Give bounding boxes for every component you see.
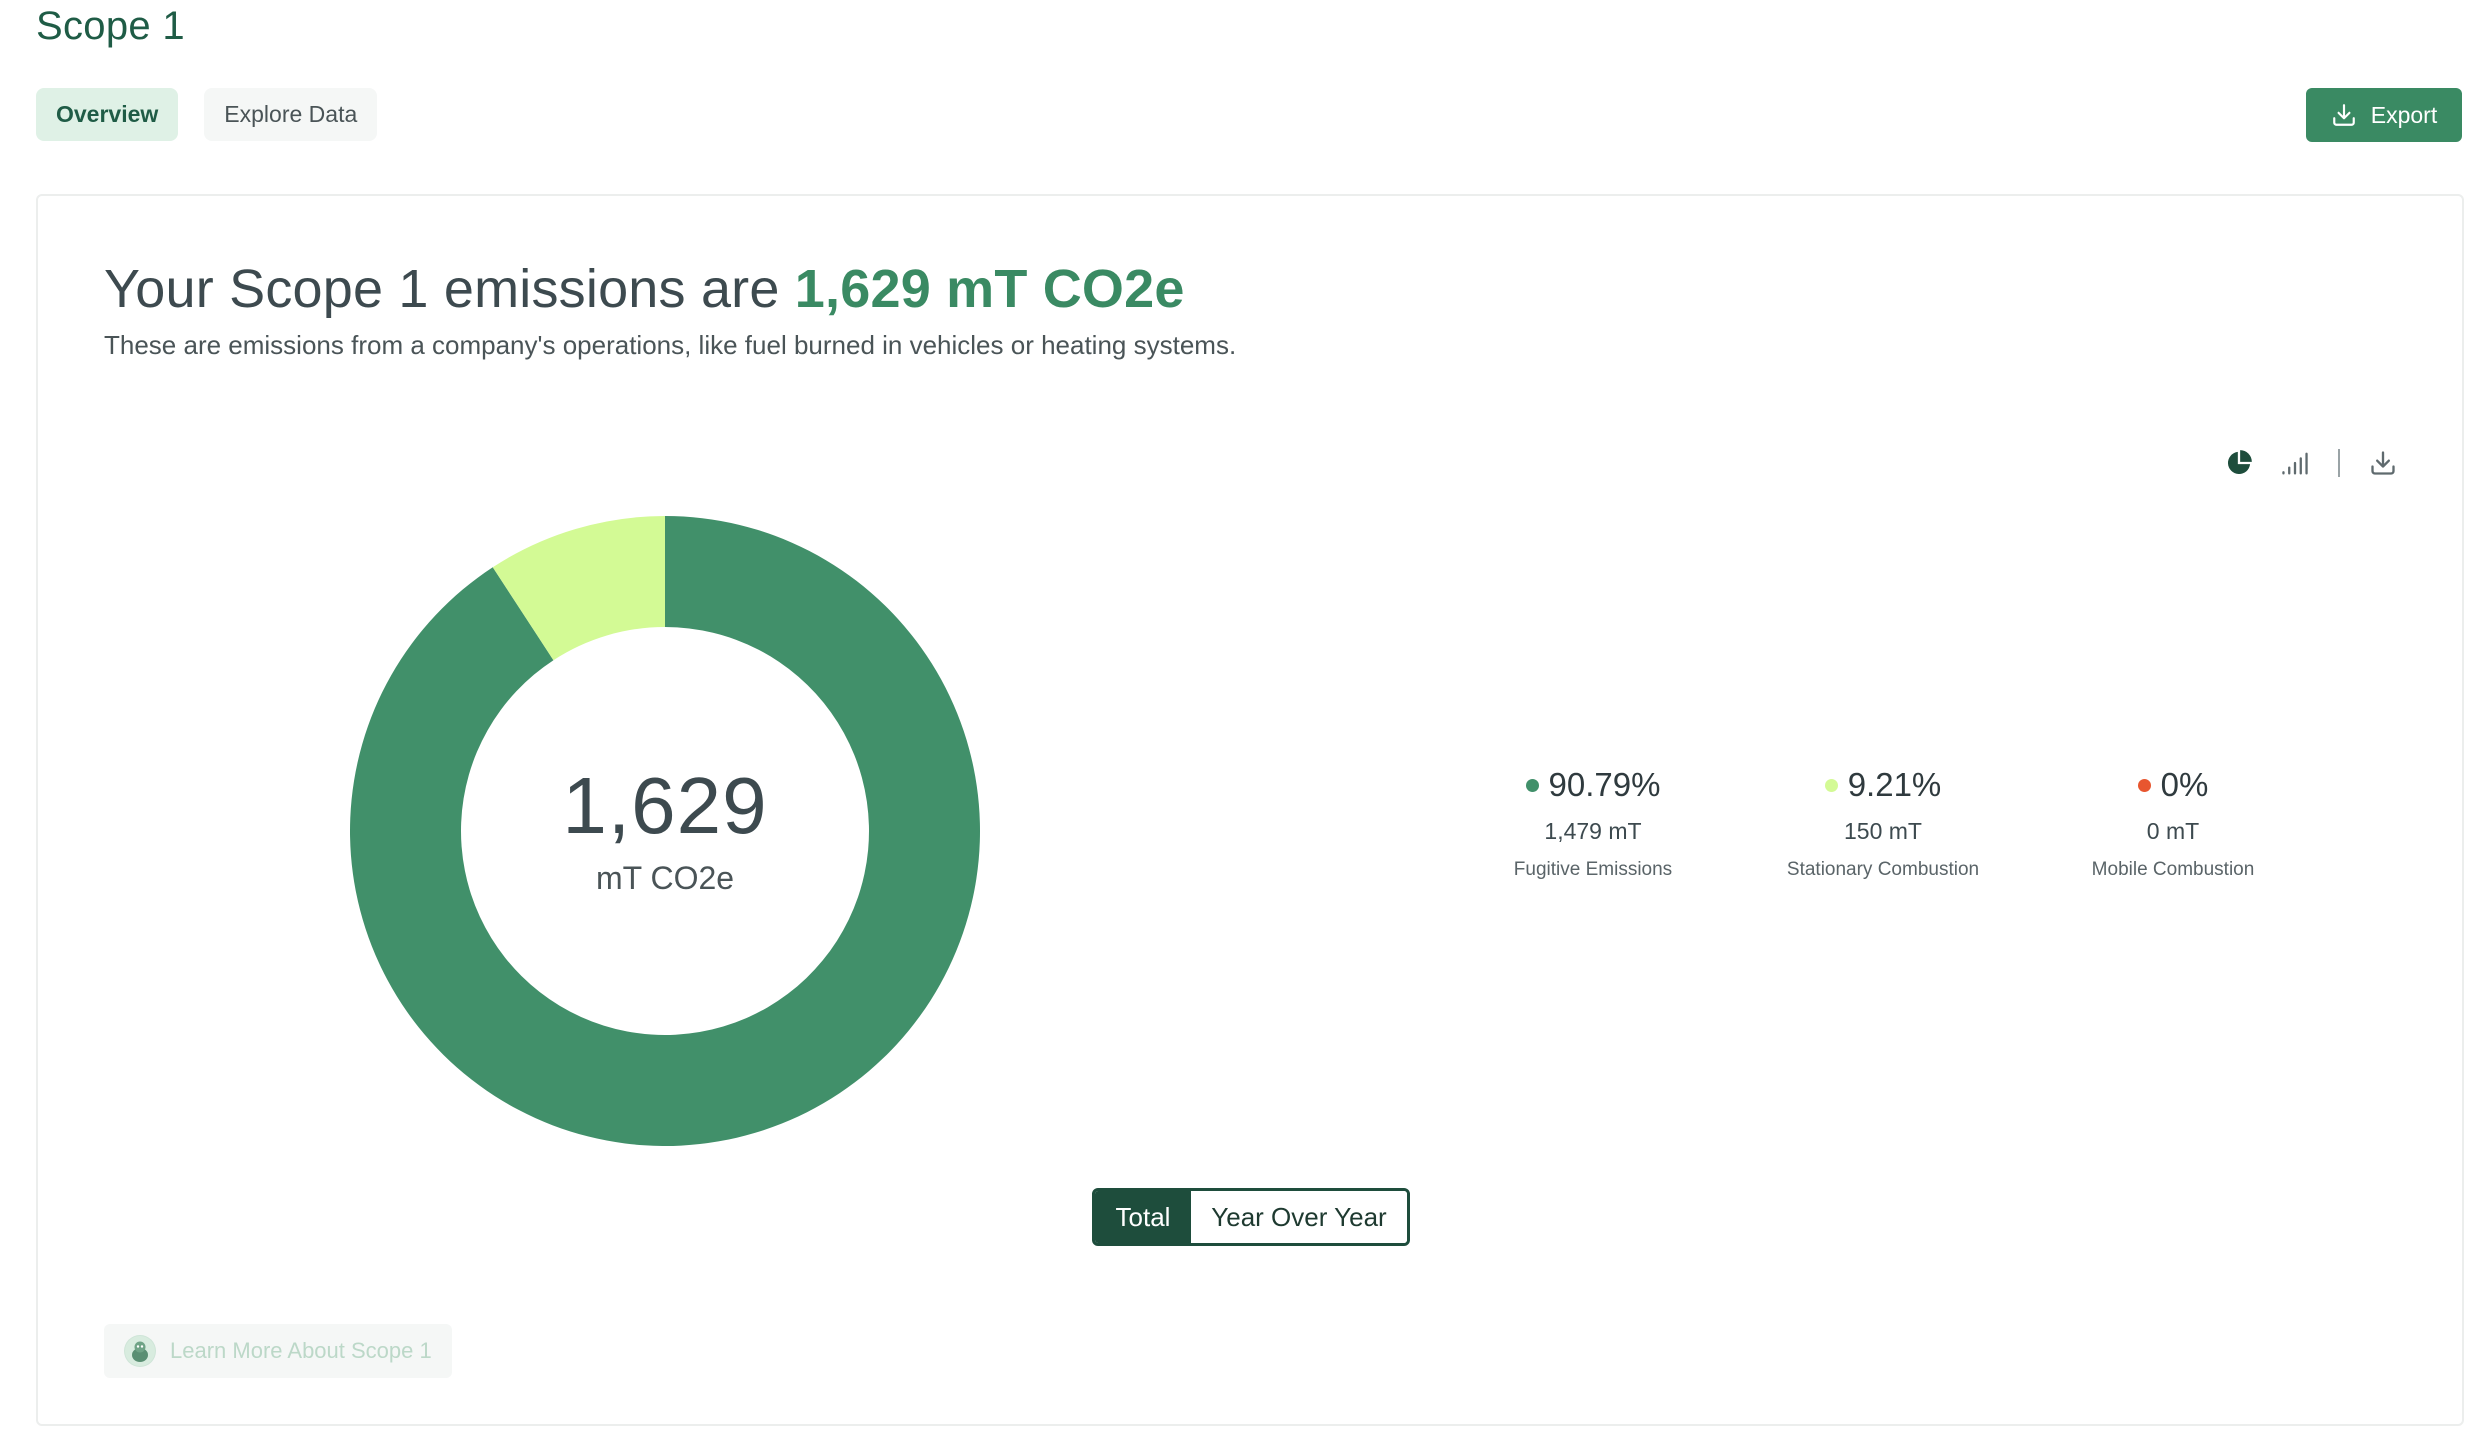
donut-center: 1,629 mT CO2e <box>350 516 980 1146</box>
chart-toolbar <box>2222 446 2400 480</box>
toggle-year-over-year[interactable]: Year Over Year <box>1191 1191 1407 1243</box>
donut-svg <box>349 516 980 1146</box>
learn-more-button[interactable]: Learn More About Scope 1 <box>104 1324 452 1378</box>
donut-slice-fugitive-emissions[interactable] <box>349 516 980 1146</box>
legend-category: Mobile Combustion <box>2091 859 2255 880</box>
tab-explore-data[interactable]: Explore Data <box>204 88 378 141</box>
legend-item-fugitive[interactable]: 90.79% 1,479 mT Fugitive Emissions <box>1448 766 1738 881</box>
export-button[interactable]: Export <box>2306 88 2462 142</box>
page-title: Scope 1 <box>36 4 185 48</box>
chart-legend: 90.79% 1,479 mT Fugitive Emissions 9.21%… <box>1448 766 2318 881</box>
donut-total-unit: mT CO2e <box>595 859 735 896</box>
legend-category: Stationary Combustion <box>1786 859 1980 880</box>
legend-percent: 0% <box>2160 766 2209 803</box>
pie-chart-icon[interactable] <box>2222 446 2256 480</box>
legend-value: 0 mT <box>2146 818 2200 844</box>
emissions-card: Your Scope 1 emissions are 1,629 mT CO2e… <box>36 194 2464 1426</box>
export-label: Export <box>2370 101 2438 128</box>
download-icon[interactable] <box>2366 446 2400 480</box>
download-icon <box>2332 104 2355 126</box>
legend-dot <box>1525 778 1539 792</box>
emissions-description: These are emissions from a company's ope… <box>104 330 1237 360</box>
view-toggle: Total Year Over Year <box>1092 1188 1410 1246</box>
emissions-headline: Your Scope 1 emissions are 1,629 mT CO2e <box>104 258 1185 320</box>
tab-overview[interactable]: Overview <box>36 88 179 141</box>
legend-percent: 9.21% <box>1847 766 1942 803</box>
legend-percent: 90.79% <box>1548 766 1661 803</box>
toggle-total[interactable]: Total <box>1095 1191 1191 1243</box>
legend-category: Fugitive Emissions <box>1513 859 1673 880</box>
donut-slice-stationary-combustion[interactable] <box>492 516 665 661</box>
legend-dot <box>2137 778 2151 792</box>
legend-dot <box>1824 778 1838 792</box>
donut-total-value: 1,629 <box>562 760 768 850</box>
headline-value: 1,629 mT CO2e <box>794 259 1185 319</box>
learn-more-label: Learn More About Scope 1 <box>170 1338 432 1363</box>
legend-item-stationary[interactable]: 9.21% 150 mT Stationary Combustion <box>1738 766 2028 881</box>
donut-chart: 1,629 mT CO2e <box>349 516 980 1146</box>
headline-prefix: Your Scope 1 emissions are <box>104 259 795 319</box>
toolbar-divider <box>2338 449 2340 477</box>
bar-chart-icon[interactable] <box>2278 446 2312 480</box>
tab-bar: Overview Explore Data <box>36 88 378 141</box>
mascot-avatar-icon <box>124 1335 156 1367</box>
legend-item-mobile[interactable]: 0% 0 mT Mobile Combustion <box>2028 766 2318 881</box>
legend-value: 1,479 mT <box>1544 818 1642 844</box>
legend-value: 150 mT <box>1844 818 1922 844</box>
